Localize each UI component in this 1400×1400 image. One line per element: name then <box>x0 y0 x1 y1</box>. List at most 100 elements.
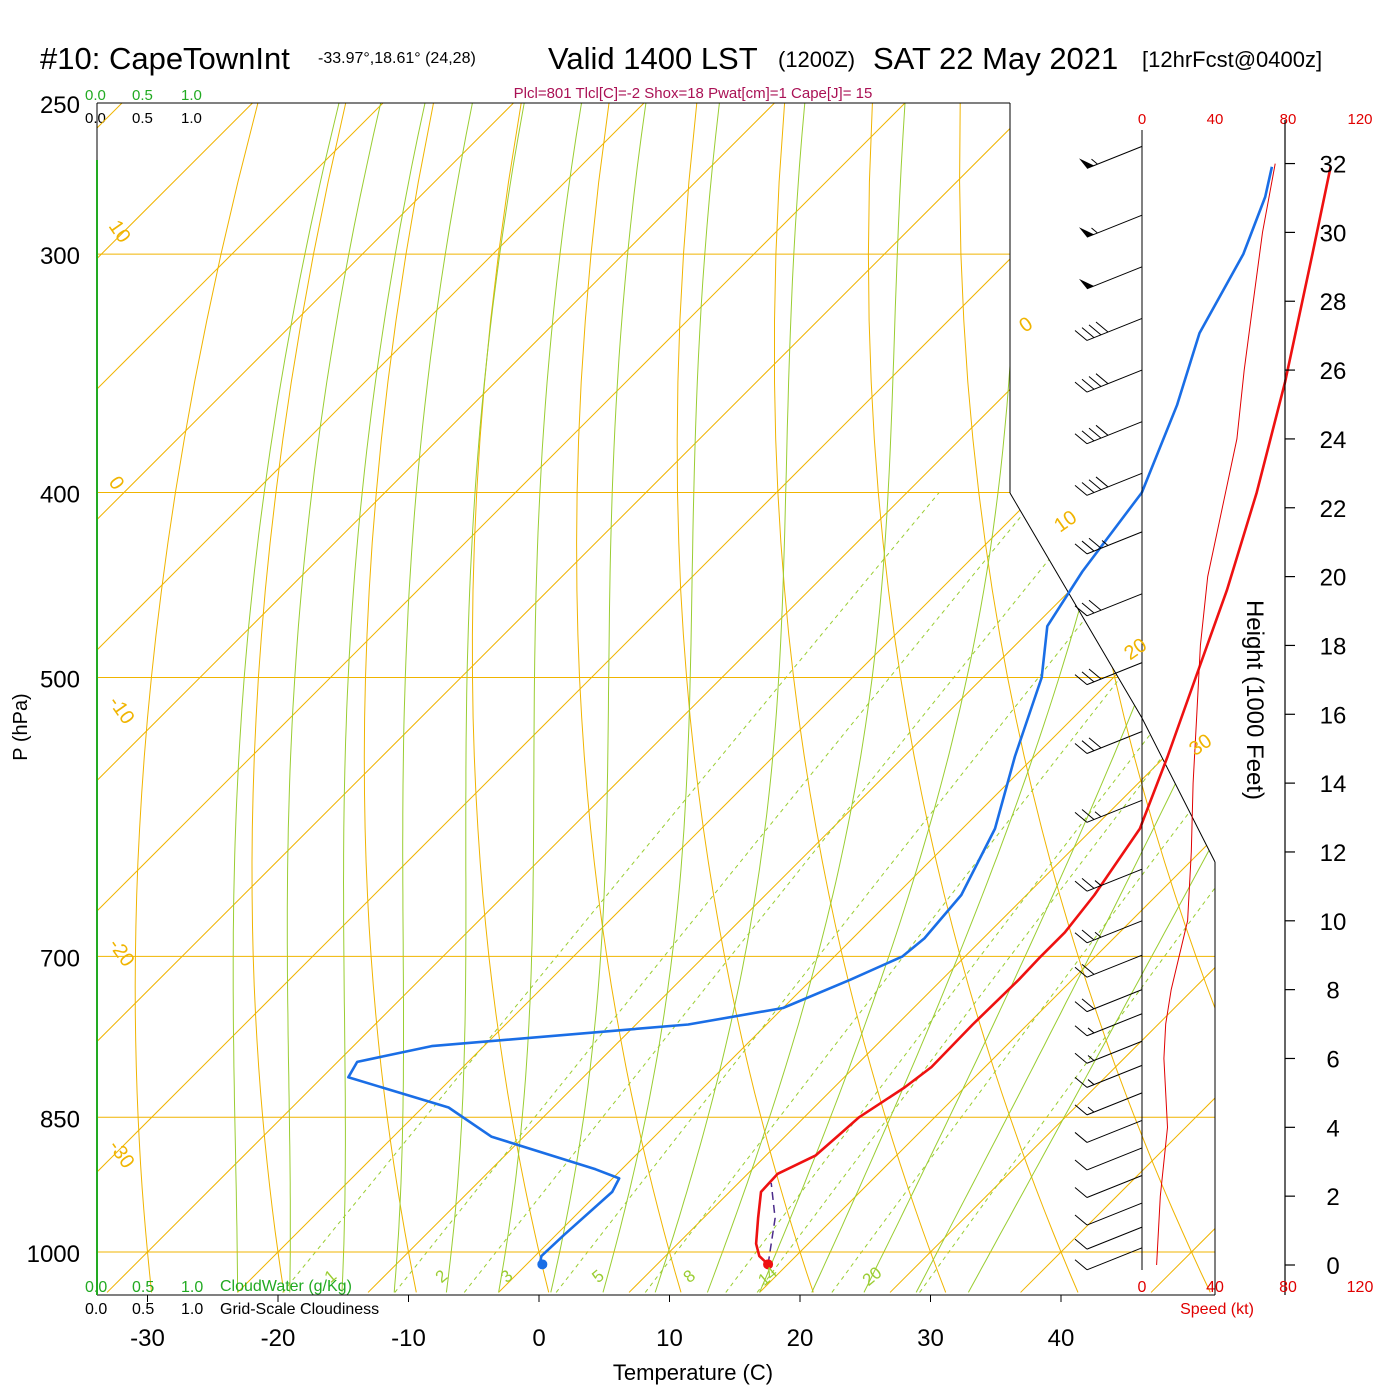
height-tick-label: 10 <box>1320 909 1347 936</box>
wind-barb-staff <box>1086 1064 1143 1088</box>
temperature-tick-label: 10 <box>656 1325 683 1352</box>
wind-speed-line <box>1156 163 1276 1266</box>
wind-barb <box>1074 1040 1143 1064</box>
wind-barb-full <box>1095 476 1109 488</box>
wind-barb-full <box>1074 484 1088 496</box>
moist-adiabat-line <box>498 103 618 1293</box>
wind-barb-staff <box>1086 593 1143 617</box>
wind-barb-full <box>1088 537 1102 549</box>
dry-adiabat-line <box>867 103 1079 1293</box>
dry-adiabat-line <box>471 103 559 1293</box>
isotherm-line <box>97 103 1215 1293</box>
height-tick-label: 8 <box>1326 978 1339 1005</box>
wind-barb <box>1079 145 1143 169</box>
wind-barb-full <box>1074 381 1088 393</box>
wind-barb <box>1074 421 1143 445</box>
wind-barb-full <box>1081 964 1095 975</box>
valid-time: Valid 1400 LST <box>548 41 758 76</box>
wind-barb-full <box>1074 1001 1088 1013</box>
speed-label: Speed (kt) <box>1180 1301 1254 1318</box>
wind-barb-full <box>1074 811 1088 823</box>
wind-barb-staff <box>1086 1226 1143 1250</box>
wind-barb <box>1074 369 1143 393</box>
wind-barb <box>1074 1202 1143 1226</box>
pressure-tick-label: 1000 <box>27 1241 80 1268</box>
wind-barb-half <box>1094 811 1102 818</box>
cloud-black-tick: 0.5 <box>132 110 153 127</box>
isotherm-label: 20 <box>1120 634 1151 665</box>
wind-barb-half <box>1091 227 1098 234</box>
pressure-tick-label: 400 <box>40 482 80 509</box>
wind-barb-staff <box>1086 1119 1143 1143</box>
cloudwater-label: CloudWater (g/Kg) <box>220 1278 352 1295</box>
isotherm-label: -20 <box>104 935 139 971</box>
valid-date: SAT 22 May 2021 <box>873 41 1118 76</box>
wind-barb-flag <box>1079 158 1094 169</box>
wind-barb <box>1074 1064 1143 1088</box>
surface-temperature-dot <box>763 1259 774 1270</box>
wind-barb-full <box>1081 671 1095 683</box>
wind-barb-full <box>1074 543 1088 555</box>
pressure-tick-label: 500 <box>40 667 80 694</box>
wind-barb-full <box>1088 427 1102 439</box>
forecast-label: [12hrFcst@0400z] <box>1142 47 1322 72</box>
wind-barb <box>1074 731 1143 754</box>
wind-barb-full <box>1074 1159 1088 1171</box>
height-tick-label: 28 <box>1320 289 1347 316</box>
wind-barb-full <box>1074 1214 1088 1226</box>
height-tick-label: 24 <box>1320 427 1347 454</box>
speed-tick-top: 80 <box>1280 111 1297 128</box>
wind-barb-full <box>1081 929 1095 941</box>
moist-adiabat-line <box>654 103 828 1293</box>
wind-barb <box>1079 266 1143 290</box>
wind-barb-half <box>1087 1055 1095 1061</box>
wind-barb <box>1074 317 1143 341</box>
temperature-tick-label: 0 <box>532 1325 545 1352</box>
dry-adiabat-line <box>676 103 814 1293</box>
zulu-time: (1200Z) <box>778 47 855 72</box>
cloud-green-tick: 1.0 <box>181 87 202 104</box>
wind-barb <box>1074 799 1143 823</box>
wind-barb-full <box>1074 1132 1088 1143</box>
cloud-scale-bottom: 0.0 0.5 1.0 CloudWater (g/Kg) 0.0 0.5 1.… <box>85 1278 379 1318</box>
mixing-ratio-label: 14 <box>754 1263 781 1290</box>
isotherm-line <box>97 103 438 1293</box>
height-tick-label: 30 <box>1320 220 1347 247</box>
wind-barb-full <box>1081 482 1095 493</box>
profile-layer <box>346 166 1332 1270</box>
wind-barb-half <box>1094 880 1102 886</box>
isotherm-label: 10 <box>104 216 135 247</box>
dry-adiabat-line <box>134 103 312 1293</box>
cloud-green-tick: 0.0 <box>85 1279 107 1296</box>
wind-barb-full <box>1074 1238 1088 1250</box>
wind-barb <box>1074 920 1143 944</box>
wind-barb-full <box>1074 1052 1088 1064</box>
dry-adiabat-line <box>251 103 394 1293</box>
moist-adiabat-line <box>863 103 1215 1293</box>
isotherm-label: -30 <box>104 1136 139 1172</box>
pressure-axis-label: P (hPa) <box>10 693 32 760</box>
mixing-ratio-line <box>463 492 1104 1293</box>
isotherm-line <box>628 103 1215 1293</box>
wind-barb-half <box>1101 540 1109 546</box>
wind-barb-full <box>1081 740 1095 752</box>
dewpoint-profile <box>346 166 1274 1265</box>
isotherm-label: 0 <box>104 472 128 494</box>
wind-barb <box>1074 1147 1143 1171</box>
cloud-green-tick: 1.0 <box>181 1279 203 1296</box>
wind-barb-full <box>1088 324 1102 336</box>
wind-barb-staff <box>1086 989 1143 1013</box>
wind-barb-full <box>1088 668 1102 680</box>
moist-adiabat-line <box>602 103 748 1293</box>
isotherm-line <box>237 103 1215 1293</box>
isotherm-line <box>97 103 830 1293</box>
wind-barb-full <box>1088 376 1102 387</box>
temperature-tick-label: 40 <box>1048 1325 1075 1352</box>
wind-barb-full <box>1081 327 1095 339</box>
isotherm-line <box>97 103 699 1293</box>
isotherm-line <box>759 103 1215 1293</box>
wind-barb <box>1074 662 1143 686</box>
isotherm-line <box>97 103 569 1293</box>
